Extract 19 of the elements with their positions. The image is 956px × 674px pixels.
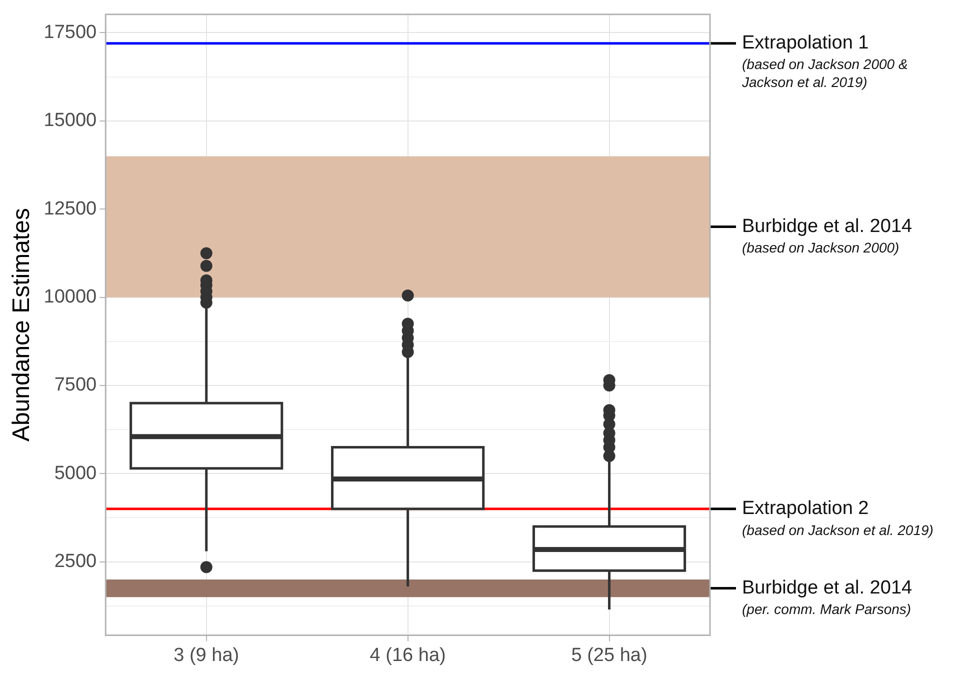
ref-line-label: Extrapolation 1 xyxy=(742,32,869,54)
x-tick-label: 3 (9 ha) xyxy=(174,644,240,666)
y-tick-label: 7500 xyxy=(54,374,97,396)
y-tick-label: 17500 xyxy=(44,22,97,43)
text: (based on Jackson 2000) xyxy=(742,240,900,256)
ref-line-label: Extrapolation 2 xyxy=(742,498,869,520)
y-tick-label: 10000 xyxy=(44,286,97,308)
y-axis-title: Abundance Estimates xyxy=(8,208,36,442)
band-label: Burbidge et al. 2014 xyxy=(742,216,913,237)
text: (per. comm. Mark Parsons) xyxy=(742,601,912,618)
x-tick-label: 4 (16 ha) xyxy=(370,644,446,666)
y-tick-label: 2500 xyxy=(54,551,97,572)
y-tick-label: 5000 xyxy=(54,462,97,484)
y-tick-label: 15000 xyxy=(44,110,97,132)
y-tick-label: 12500 xyxy=(44,198,97,220)
x-tick-label: 5 (25 ha) xyxy=(571,644,648,666)
band-label: Burbidge et al. 2014 xyxy=(742,578,913,599)
text: (based on Jackson et al. 2019) xyxy=(742,522,934,538)
text: (based on Jackson 2000 & Jackson et al. 2019) xyxy=(741,56,908,90)
